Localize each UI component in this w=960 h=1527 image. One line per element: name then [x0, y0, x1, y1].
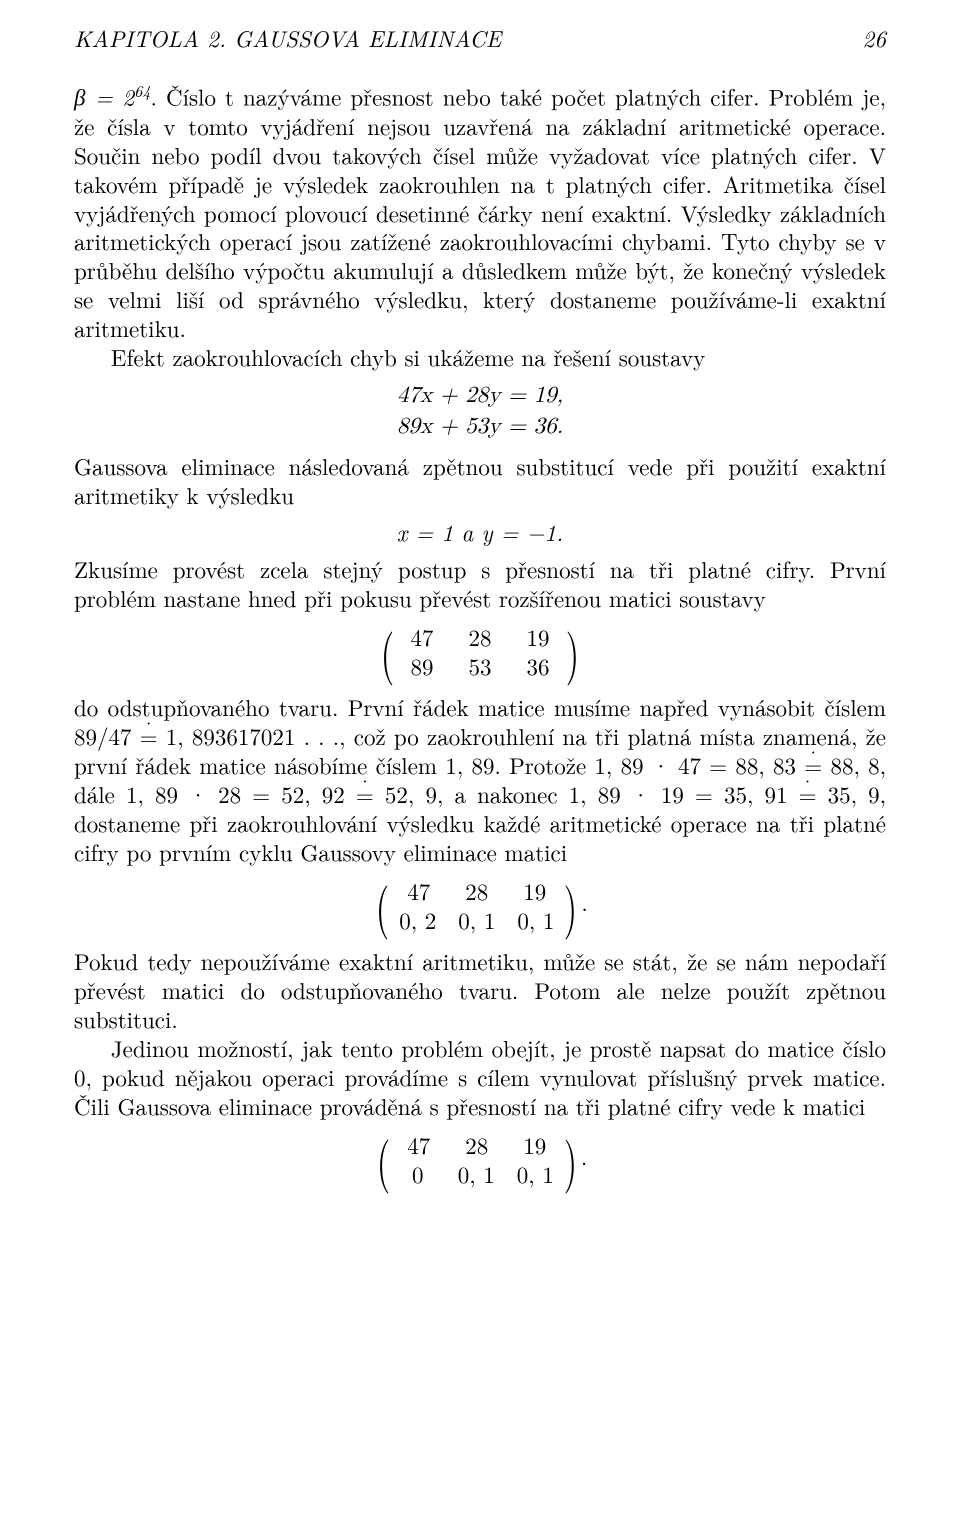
paragraph-7: Jedinou možností, jak tento problém obej…: [74, 1034, 886, 1121]
m2-c: 0, 2: [399, 906, 436, 935]
matrix-1: ( 47 28 19 89 53 36 ): [74, 619, 886, 685]
m2-c: 19: [517, 877, 553, 906]
matrix-1-row-1: 89 53 36: [404, 652, 556, 681]
m1-c: 28: [462, 623, 498, 652]
matrix-3-row-1: 0 0, 1 0, 1: [400, 1160, 554, 1189]
running-head: KAPITOLA 2. GAUSSOVA ELIMINACE 26: [74, 24, 886, 53]
equation-system-1: 47x + 28y = 19, 89x + 53y = 36.: [74, 382, 886, 442]
approx-icon: =: [140, 722, 158, 751]
left-paren-icon: (: [376, 877, 390, 935]
para1-rest: . Číslo t nazýváme přesnost nebo také po…: [74, 80, 886, 345]
right-paren-icon: ): [566, 623, 580, 681]
matrix-3-row-0: 47 28 19: [400, 1131, 554, 1160]
paragraph-1: β = 264. Číslo t nazýváme přesnost nebo …: [74, 81, 886, 343]
matrix3-trailing: .: [581, 1139, 587, 1172]
matrix2-trailing: .: [581, 885, 587, 918]
m2-c: 0, 1: [458, 906, 495, 935]
m1-c: 19: [520, 623, 556, 652]
paragraph-6: Pokud tedy nepoužíváme exaktní aritmetik…: [74, 947, 886, 1034]
m1-c: 47: [404, 623, 440, 652]
matrix-2-row-1: 0, 2 0, 1 0, 1: [399, 906, 554, 935]
matrix-2-row-0: 47 28 19: [399, 877, 554, 906]
left-paren-icon: (: [376, 1131, 390, 1189]
right-paren-icon: ): [564, 877, 578, 935]
paragraph-2: Efekt zaokrouhlovacích chyb si ukážeme n…: [74, 343, 886, 372]
m1-c: 53: [462, 652, 498, 681]
m2-c: 28: [459, 877, 495, 906]
m2-c: 47: [401, 877, 437, 906]
matrix-2: ( 47 28 19 0, 2 0, 1 0, 1 ) .: [74, 873, 886, 939]
m1-c: 89: [404, 652, 440, 681]
beta-exp: 64: [134, 79, 150, 102]
paragraph-5: do odstupňovaného tvaru. První řádek mat…: [74, 693, 886, 867]
page-number: 26: [862, 24, 886, 53]
eq1-line2: 89x + 53y = 36.: [74, 413, 886, 442]
matrix-1-body: 47 28 19 89 53 36: [398, 623, 562, 681]
paragraph-3: Gaussova eliminace následovaná zpětnou s…: [74, 452, 886, 510]
chapter-title: KAPITOLA 2. GAUSSOVA ELIMINACE: [74, 24, 501, 53]
result-xy: x = 1 a y = −1.: [74, 518, 886, 547]
matrix-1-row-0: 47 28 19: [404, 623, 556, 652]
matrix-3: ( 47 28 19 0 0, 1 0, 1 ) .: [74, 1127, 886, 1193]
matrix-3-body: 47 28 19 0 0, 1 0, 1: [394, 1131, 560, 1189]
m3-c: 0, 1: [517, 1160, 554, 1189]
m3-c: 0, 1: [458, 1160, 495, 1189]
matrix-2-wrap: ( 47 28 19 0, 2 0, 1 0, 1 ): [372, 877, 581, 935]
paragraph-4: Zkusíme provést zcela stejný postup s př…: [74, 555, 886, 613]
right-paren-icon: ): [564, 1131, 578, 1189]
eq1-line1: 47x + 28y = 19,: [74, 382, 886, 411]
matrix-1-wrap: ( 47 28 19 89 53 36 ): [377, 623, 583, 681]
approx-icon: =: [799, 780, 817, 809]
matrix-3-wrap: ( 47 28 19 0 0, 1 0, 1 ): [373, 1131, 581, 1189]
m3-c: 47: [401, 1131, 437, 1160]
m2-c: 0, 1: [517, 906, 554, 935]
left-paren-icon: (: [381, 623, 395, 681]
m3-c: 0: [400, 1160, 436, 1189]
matrix-2-body: 47 28 19 0, 2 0, 1 0, 1: [393, 877, 560, 935]
m1-c: 36: [520, 652, 556, 681]
approx-icon: =: [356, 780, 374, 809]
m3-c: 19: [517, 1131, 553, 1160]
page: KAPITOLA 2. GAUSSOVA ELIMINACE 26 β = 26…: [0, 0, 960, 1241]
para5b: 1, 893617021 . . ., což po zaokrouhlení …: [74, 719, 886, 781]
m3-c: 28: [459, 1131, 495, 1160]
